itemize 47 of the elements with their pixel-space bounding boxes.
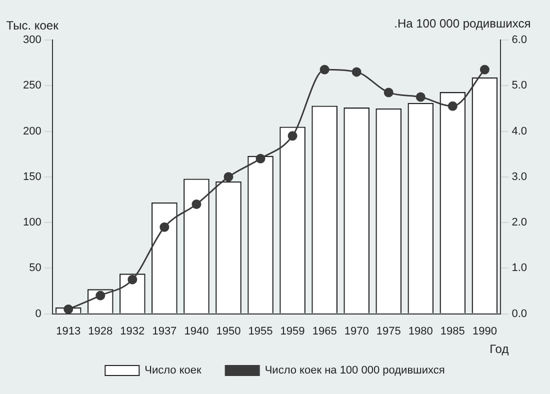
point [480,64,490,74]
y-axis-title: Тыс. коек [6,18,60,32]
legend-label: Число коек на 100 000 родившихся [264,364,445,377]
point [224,172,234,182]
x-tick-label: 1950 [216,325,241,338]
x-tick-label: 1940 [184,325,209,338]
x-tick-label: 1928 [88,325,113,338]
x-tick-label: 1985 [440,325,465,338]
point [192,200,202,210]
x-tick-label: 1937 [152,325,177,338]
x-tick-label: 1913 [56,325,81,338]
y-tick-label: 0 [35,308,42,320]
x-tick-label: 1975 [376,325,401,338]
point [288,131,298,141]
point [96,290,106,300]
y2-tick-label: 3.0 [512,170,528,183]
x-tick-label: 1965 [312,325,337,338]
y2-tick-label: 6.0 [512,34,528,46]
point [256,154,266,164]
y2-tick-label: 5.0 [512,80,528,92]
x-tick-label: 1932 [120,325,145,338]
y-tick-label: 200 [22,125,42,138]
x-tick-label: 1959 [280,325,305,338]
y2-tick-label: 1.0 [512,262,528,274]
legend-label: Число коек [144,364,202,377]
x-axis-title: Год [490,342,509,356]
y-tick-label: 300 [22,34,42,46]
x-tick-label: 1980 [408,325,433,338]
point [352,67,362,77]
point [416,92,426,102]
y-tick-label: 150 [22,170,42,183]
point [64,304,74,314]
x-tick-label: 1970 [344,325,369,338]
point [448,101,458,111]
y2-axis-title: .На 100 000 родившихся [394,16,531,30]
y-tick-label: 50 [29,262,42,274]
point [320,64,330,74]
point [384,88,394,98]
y2-tick-label: 2.0 [512,216,528,229]
x-tick-label: 1955 [248,325,273,338]
point [160,222,170,232]
x-tick-label: 1990 [472,325,497,338]
y-tick-label: 100 [22,216,42,229]
y2-tick-label: 0.0 [512,308,528,320]
point [128,274,138,284]
y2-tick-label: 4.0 [512,125,528,138]
y-tick-label: 250 [22,80,42,92]
